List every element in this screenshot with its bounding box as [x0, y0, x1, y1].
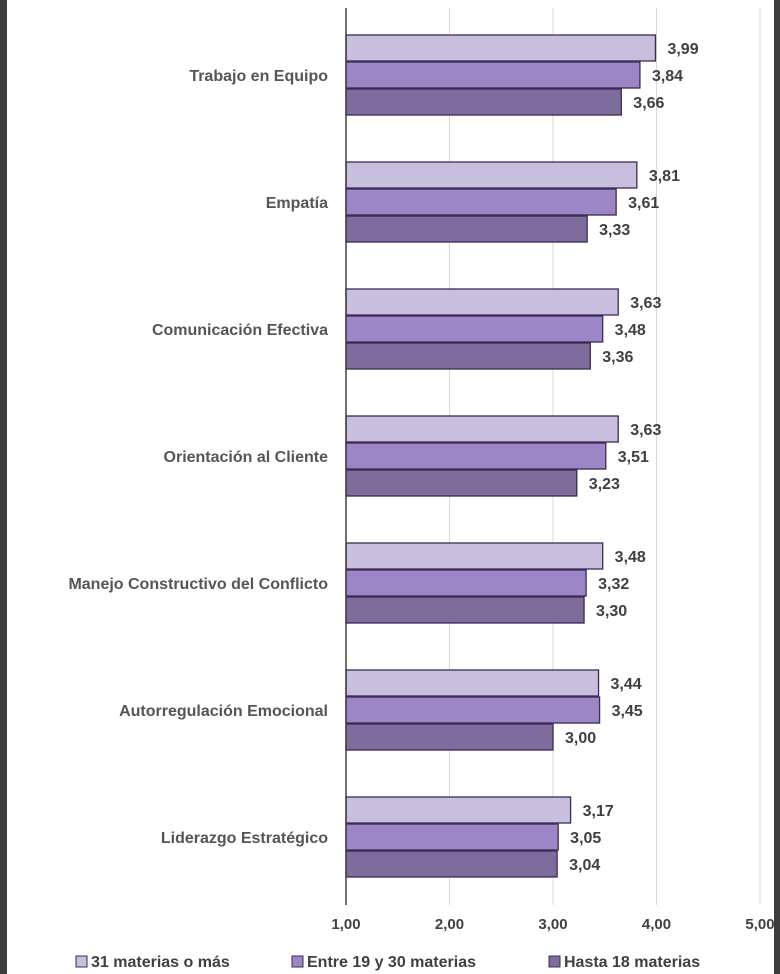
legend-swatch — [291, 955, 304, 968]
bar — [345, 669, 600, 697]
data-label: 3,32 — [598, 576, 629, 593]
data-label: 3,33 — [599, 222, 630, 239]
data-label: 3,36 — [602, 349, 633, 366]
category-label: Trabajo en Equipo — [189, 68, 328, 85]
data-label: 3,23 — [589, 476, 620, 493]
bar — [345, 61, 641, 89]
data-label: 3,00 — [565, 730, 596, 747]
bar — [345, 188, 617, 216]
x-tick-label: 2,00 — [435, 916, 464, 933]
x-tick-label: 4,00 — [642, 916, 671, 933]
category-label: Manejo Constructivo del Conflicto — [68, 576, 328, 593]
bar — [345, 569, 587, 597]
data-label: 3,51 — [618, 449, 649, 466]
x-tick-labels: 1,00 2,00 3,00 4,00 5,00 — [331, 916, 774, 933]
data-label: 3,66 — [633, 95, 664, 112]
data-label: 3,30 — [596, 603, 627, 620]
bar — [345, 796, 572, 824]
legend-label: 31 materias o más — [91, 954, 230, 971]
category-label: Empatía — [266, 195, 328, 212]
bar — [345, 469, 578, 497]
left-edge-border — [0, 0, 7, 974]
category-label: Autorregulación Emocional — [119, 703, 328, 720]
x-tick-label: 5,00 — [745, 916, 774, 933]
bar — [345, 415, 619, 443]
bars — [345, 34, 657, 878]
bar — [345, 696, 601, 724]
legend-label: Hasta 18 materias — [564, 954, 700, 971]
bar — [345, 850, 558, 878]
bar — [345, 315, 604, 343]
bar — [345, 88, 622, 116]
legend-swatch — [75, 955, 88, 968]
bar — [345, 215, 588, 243]
data-label: 3,84 — [652, 68, 683, 85]
right-edge-border — [774, 0, 780, 974]
bar — [345, 723, 554, 751]
legend-label: Entre 19 y 30 materias — [307, 954, 476, 971]
data-label: 3,48 — [615, 549, 646, 566]
bar — [345, 596, 585, 624]
data-label: 3,81 — [649, 168, 680, 185]
legend: 31 materias o más Entre 19 y 30 materias H… — [75, 954, 700, 971]
data-label: 3,61 — [628, 195, 659, 212]
legend-swatch — [548, 955, 561, 968]
category-labels: Trabajo en Equipo Empatía Comunicación Efe… — [68, 68, 328, 847]
data-label: 3,63 — [630, 422, 661, 439]
data-label: 3,44 — [611, 676, 642, 693]
category-label: Orientación al Cliente — [164, 449, 329, 466]
data-label: 3,05 — [570, 830, 601, 847]
data-label: 3,63 — [630, 295, 661, 312]
x-tick-label: 3,00 — [538, 916, 567, 933]
data-label: 3,99 — [667, 41, 698, 58]
bar — [345, 161, 638, 189]
category-label: Liderazgo Estratégico — [161, 830, 328, 847]
bar — [345, 823, 559, 851]
data-label: 3,04 — [569, 857, 600, 874]
bar — [345, 442, 607, 470]
data-label: 3,45 — [612, 703, 643, 720]
bar — [345, 34, 657, 62]
data-labels: 3,99 3,84 3,66 3,81 3,61 3,33 3,63 3,48 3,36 3,63… — [565, 41, 699, 874]
bar — [345, 542, 604, 570]
x-tick-label: 1,00 — [331, 916, 360, 933]
data-label: 3,17 — [583, 803, 614, 820]
category-label: Comunicación Efectiva — [152, 322, 328, 339]
bar — [345, 288, 619, 316]
bar — [345, 342, 591, 370]
data-label: 3,48 — [615, 322, 646, 339]
